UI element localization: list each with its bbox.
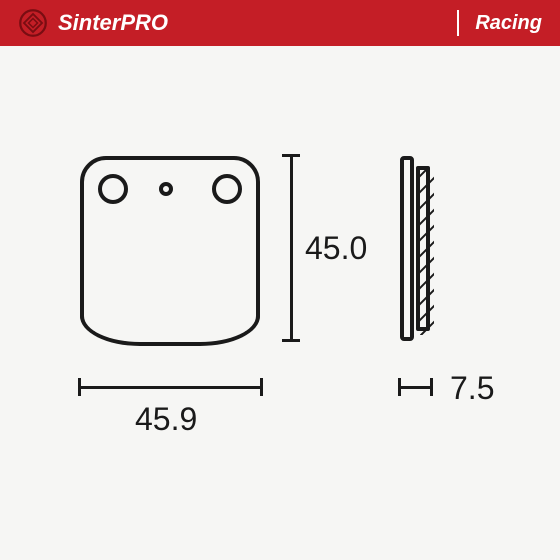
header-bar: SinterPRO Racing xyxy=(0,0,560,46)
dim-width-line xyxy=(80,386,262,389)
brand-name: SinterPRO xyxy=(58,10,168,36)
brake-pad-front-view xyxy=(80,156,260,326)
dim-height-tick-top xyxy=(282,154,300,157)
backing-plate-icon xyxy=(400,156,414,341)
brand-prefix: Sinter xyxy=(58,10,120,35)
friction-material-icon xyxy=(416,166,430,331)
dim-thickness-line xyxy=(400,386,432,389)
dim-thickness-label: 7.5 xyxy=(450,370,494,407)
dim-height-line xyxy=(290,156,293,341)
brand-suffix: PRO xyxy=(120,10,168,35)
diagram-stage: 45.0 45.9 7.5 xyxy=(0,46,560,560)
dim-width-label: 45.9 xyxy=(135,401,197,438)
hatch-pattern-icon xyxy=(420,170,434,335)
header-divider xyxy=(457,10,459,36)
dim-height-tick-bottom xyxy=(282,339,300,342)
brake-pad-side-view xyxy=(400,156,430,341)
mounting-hole-right-icon xyxy=(212,174,242,204)
mounting-hole-left-icon xyxy=(98,174,128,204)
dim-thickness-tick-left xyxy=(398,378,401,396)
center-hole-icon xyxy=(159,182,173,196)
brand-logo-icon xyxy=(18,8,48,38)
dim-width-tick-left xyxy=(78,378,81,396)
series-label: Racing xyxy=(475,12,542,35)
dim-width-tick-right xyxy=(260,378,263,396)
dim-thickness-tick-right xyxy=(430,378,433,396)
dim-height-label: 45.0 xyxy=(305,230,367,267)
